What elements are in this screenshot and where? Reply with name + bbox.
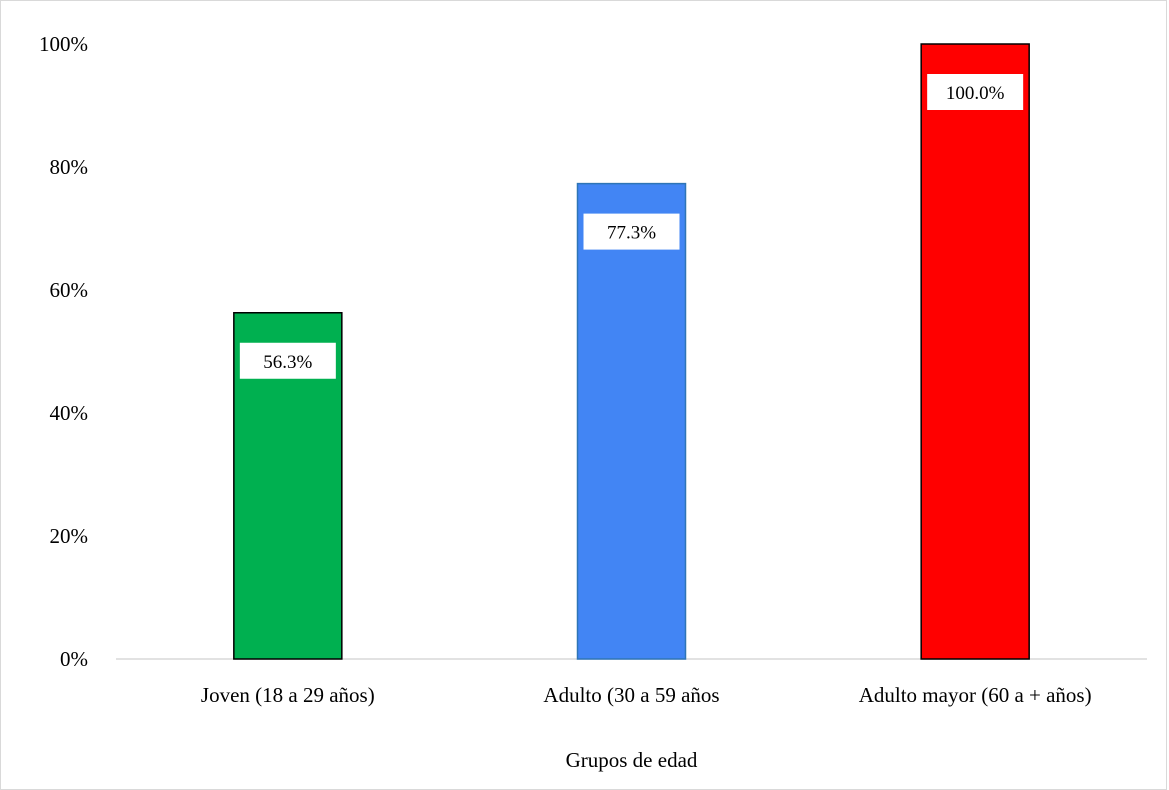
bars: 56.3% 77.3% 100.0%: [233, 43, 1030, 660]
category-label: Adulto mayor (60 a + años): [859, 683, 1092, 707]
y-axis-ticks: 0% 20% 40% 60% 80% 100%: [39, 32, 88, 671]
x-axis-title: Grupos de edad: [566, 748, 698, 772]
data-label: 77.3%: [607, 223, 656, 244]
data-label: 56.3%: [263, 352, 312, 373]
y-tick-label: 40%: [50, 401, 89, 425]
y-tick-label: 0%: [60, 647, 88, 671]
bar: [920, 43, 1030, 660]
category-label: Joven (18 a 29 años): [201, 683, 375, 707]
bar: [576, 182, 687, 660]
data-label-box: [583, 213, 680, 250]
category-label: Adulto (30 a 59 años: [543, 683, 719, 707]
data-label-box: [239, 342, 336, 379]
y-tick-label: 80%: [50, 155, 89, 179]
data-label-box: [927, 74, 1024, 110]
y-tick-label: 20%: [50, 524, 89, 548]
y-tick-label: 60%: [50, 278, 89, 302]
y-tick-label: 100%: [39, 32, 88, 56]
data-label: 100.0%: [946, 83, 1005, 104]
category-labels: Joven (18 a 29 años) Adulto (30 a 59 años…: [201, 683, 1092, 707]
